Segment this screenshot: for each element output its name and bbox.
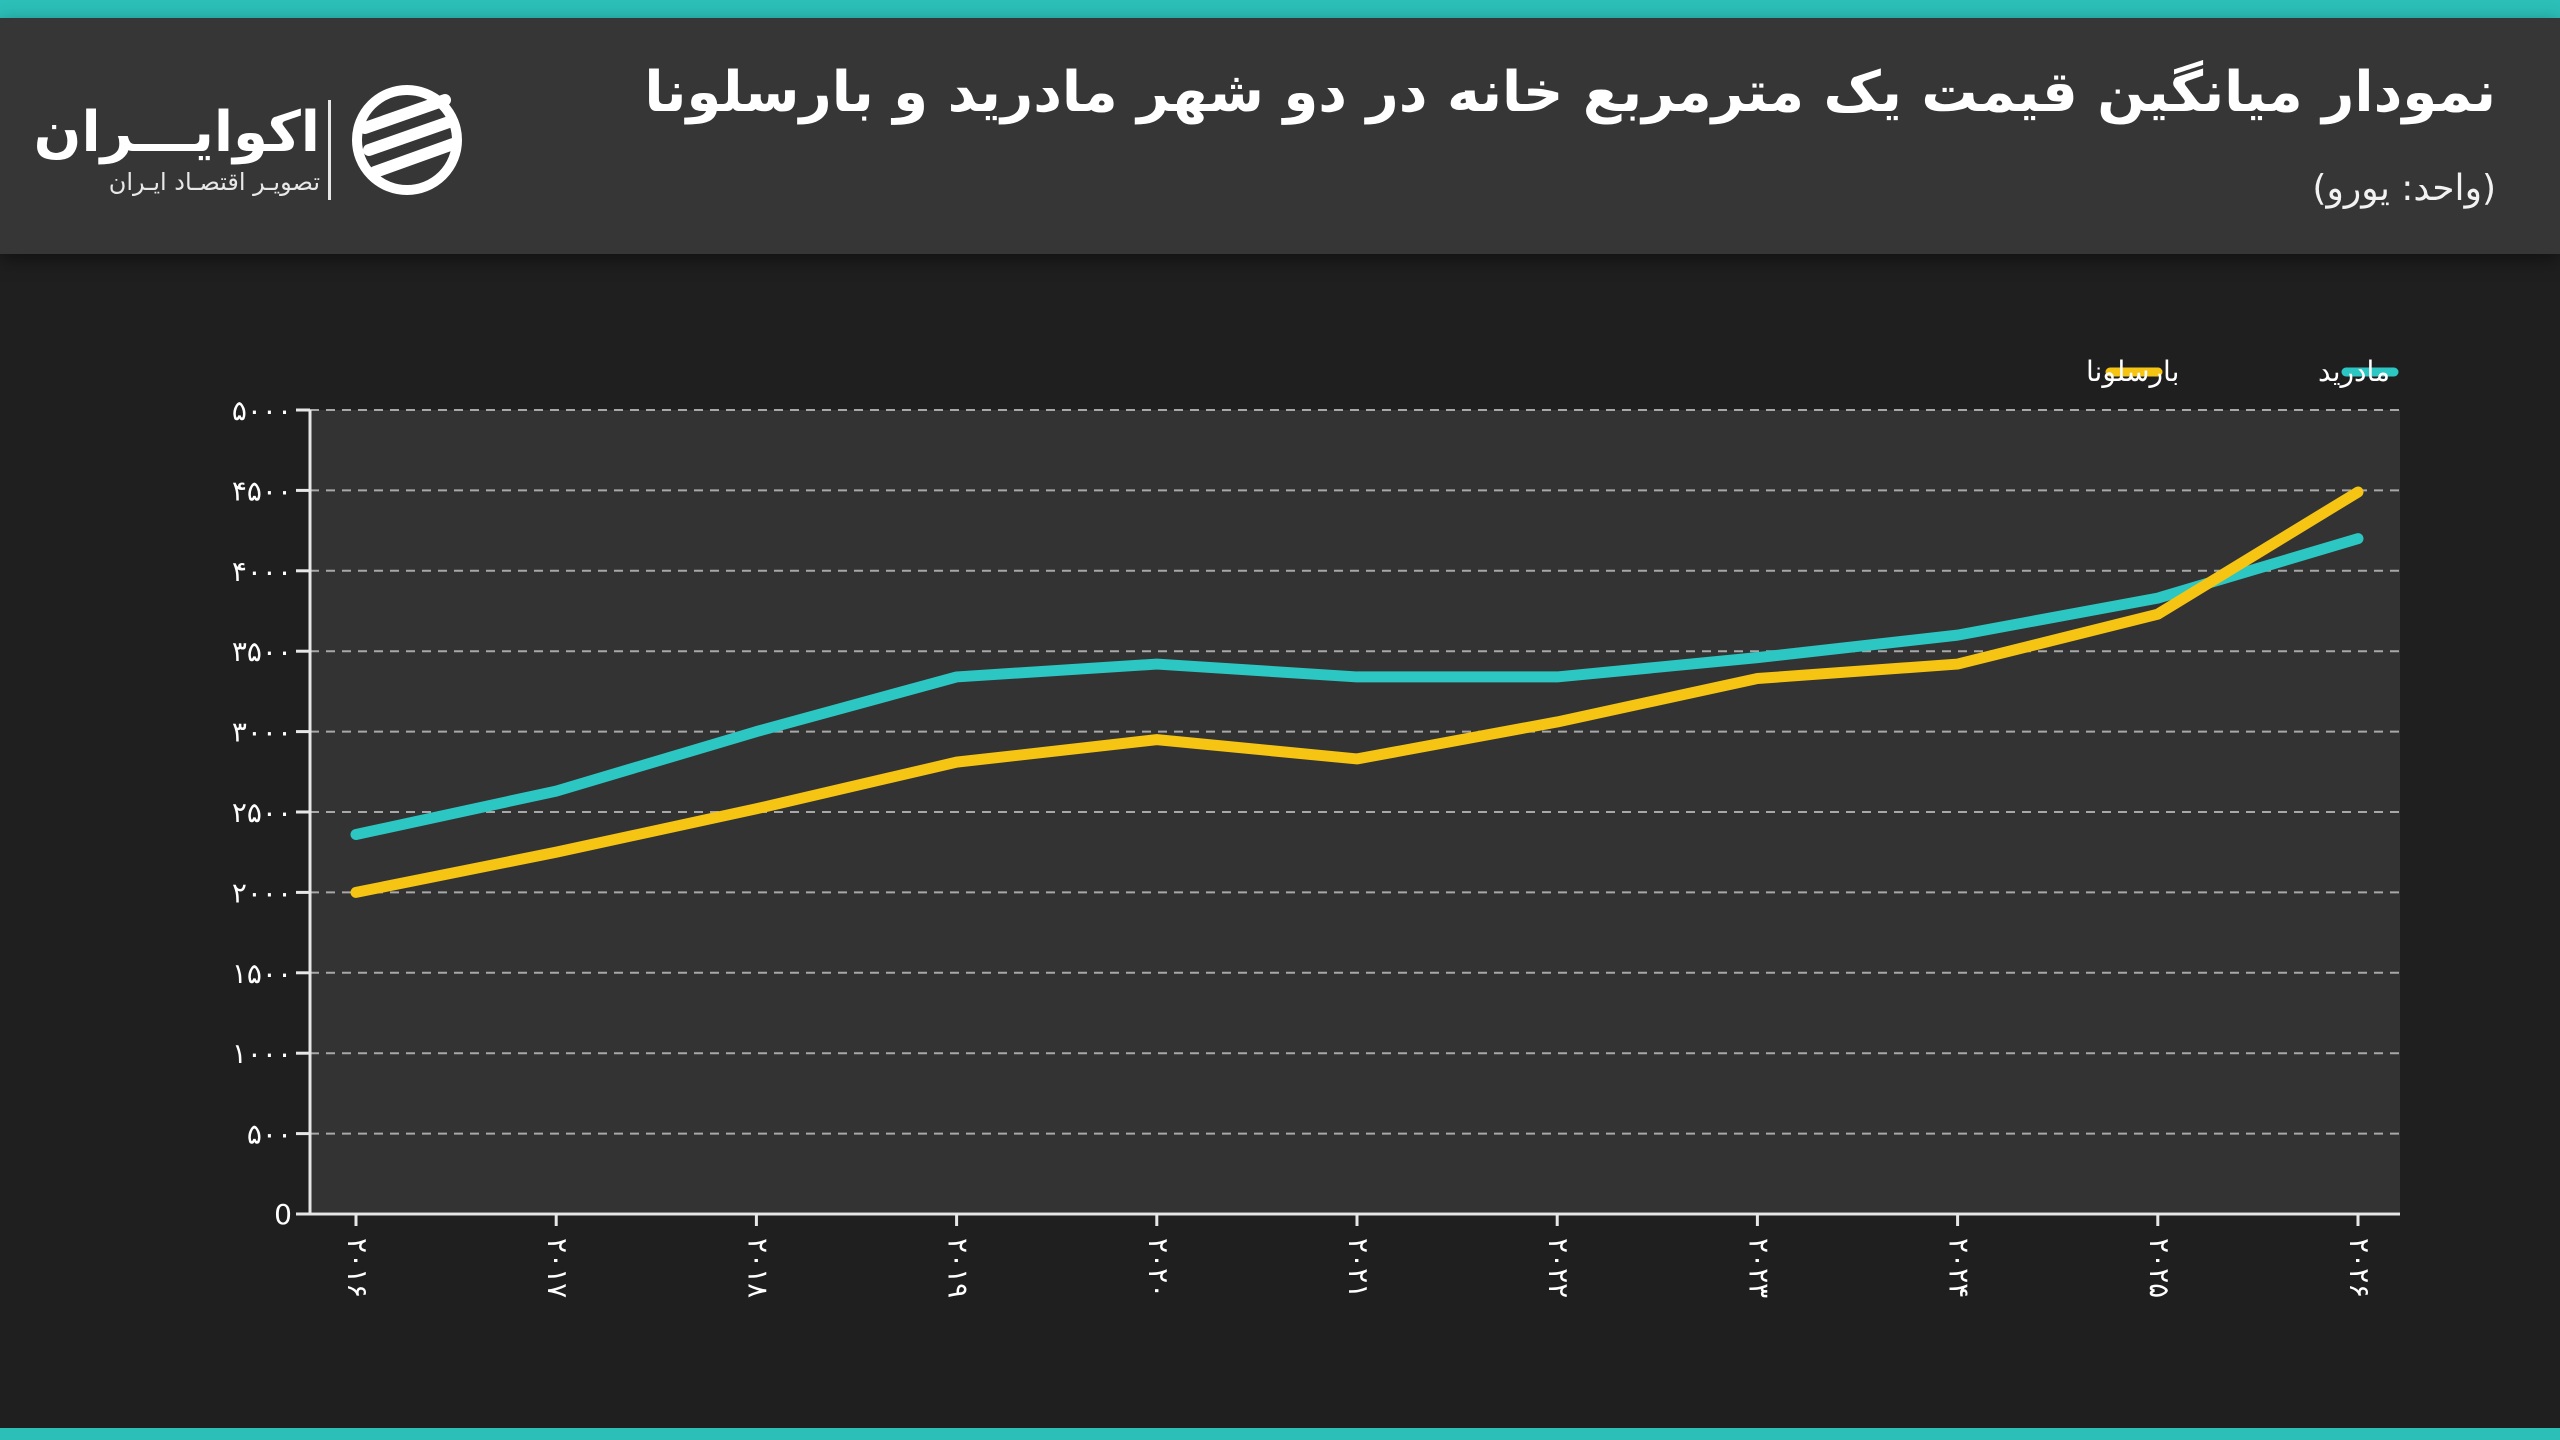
legend: مادرید بارسلونا (2086, 355, 2399, 388)
x-axis-ticks: ۲۰۱۶ ۲۰۱۷ ۲۰۱۸ ۲۰۱۹ ۲۰۲۰ ۲۰۲۱ ۲۰۲۲ ۲۰۲۳ ۲۰۲۴ ۲۰۲۵… (341, 1214, 2376, 1298)
chart-subtitle: (واحد: یورو) (2312, 168, 2496, 209)
y-tick-label: ۴۵۰۰ (232, 474, 292, 507)
legend-label: بارسلونا (2086, 355, 2179, 388)
y-tick-label: ۱۵۰۰ (232, 957, 292, 990)
logo: اکوایـــران تصویـر اقتصـاد ایـران (34, 80, 470, 210)
y-axis-ticks: 0 ۵۰۰ ۱۰۰۰ ۱۵۰۰ ۲۰۰۰ ۲۵۰۰ ۳۰۰۰ ۳۵۰۰ ۴۰۰۰ ۴۵۰۰ ۵۰۰۰ (232, 394, 310, 1231)
header: نمودار میانگین قیمت یک مترمربع خانه در د… (0, 18, 2560, 254)
x-tick-label: ۲۰۱۹ (942, 1238, 975, 1298)
top-accent-bar (0, 0, 2560, 18)
y-tick-label: ۳۰۰۰ (232, 716, 292, 749)
bottom-accent-bar (0, 1428, 2560, 1440)
y-tick-label: ۲۰۰۰ (232, 876, 292, 909)
line-chart: 0 ۵۰۰ ۱۰۰۰ ۱۵۰۰ ۲۰۰۰ ۲۵۰۰ ۳۰۰۰ ۳۵۰۰ ۴۰۰۰ ۴۵۰۰ ۵۰۰۰… (232, 355, 2400, 1298)
logo-divider (328, 100, 331, 200)
x-tick-label: ۲۰۲۴ (1943, 1238, 1976, 1298)
x-tick-label: ۲۰۲۳ (1742, 1238, 1775, 1298)
y-tick-label: ۵۰۰۰ (232, 394, 292, 427)
x-tick-label: ۲۰۲۱ (1342, 1238, 1375, 1298)
chart-title: نمودار میانگین قیمت یک مترمربع خانه در د… (644, 60, 2496, 125)
y-tick-label: ۲۵۰۰ (232, 796, 292, 829)
y-tick-label: ۴۰۰۰ (232, 555, 292, 588)
y-tick-label: ۵۰۰ (247, 1118, 292, 1151)
logo-name: اکوایـــران (33, 100, 320, 165)
x-tick-label: ۲۰۱۷ (541, 1238, 574, 1298)
series-line (350, 533, 2364, 841)
x-tick-label: ۲۰۱۶ (341, 1238, 374, 1298)
series-lines (350, 486, 2364, 898)
ecoiran-logo-icon (352, 85, 462, 195)
x-tick-label: ۲۰۲۶ (2343, 1238, 2376, 1298)
x-tick-label: ۲۰۲۰ (1142, 1238, 1175, 1298)
logo-tagline: تصویـر اقتصـاد ایـران (108, 168, 320, 196)
legend-label: مادرید (2318, 355, 2390, 388)
x-tick-label: ۲۰۱۸ (741, 1238, 774, 1298)
grid-lines (310, 409, 2400, 1135)
x-tick-label: ۲۰۲۵ (2143, 1238, 2176, 1298)
y-tick-label: ۳۵۰۰ (232, 635, 292, 668)
series-line (350, 486, 2364, 898)
x-tick-label: ۲۰۲۲ (1542, 1238, 1575, 1298)
y-tick-label: 0 (274, 1198, 292, 1231)
y-tick-label: ۱۰۰۰ (232, 1037, 292, 1070)
